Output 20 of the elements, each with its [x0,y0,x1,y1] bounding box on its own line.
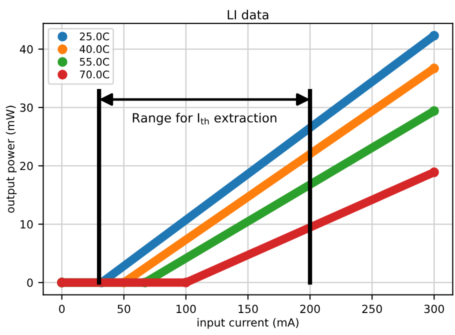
x-tick-label: 250 [362,304,382,314]
y-tick-label: 0 [27,278,33,287]
legend-label: 40.0C [80,45,110,54]
x-tick-label: 200 [300,304,320,314]
x-tick-label: 300 [424,304,444,314]
y-tick-label: 30 [20,103,33,112]
x-axis-title: input current (mA) [198,318,298,329]
legend-label: 70.0C [80,70,110,78]
x-tick-label: 50 [118,304,130,314]
y-tick-label: 40 [20,45,33,54]
annotation: Range for I$_{th}$ extraction [132,112,276,125]
x-tick-label: 150 [238,304,258,314]
x-tick-label: 0 [59,304,65,314]
y-axis-title: output power (mW) [6,106,17,213]
y-tick-label: 10 [20,220,33,229]
legend-label: 55.0C [80,58,110,66]
chart-title: LI data [228,10,268,20]
y-tick-label: 20 [20,162,33,170]
x-tick-label: 100 [176,304,196,314]
legend-label: 25.0C [80,32,110,40]
